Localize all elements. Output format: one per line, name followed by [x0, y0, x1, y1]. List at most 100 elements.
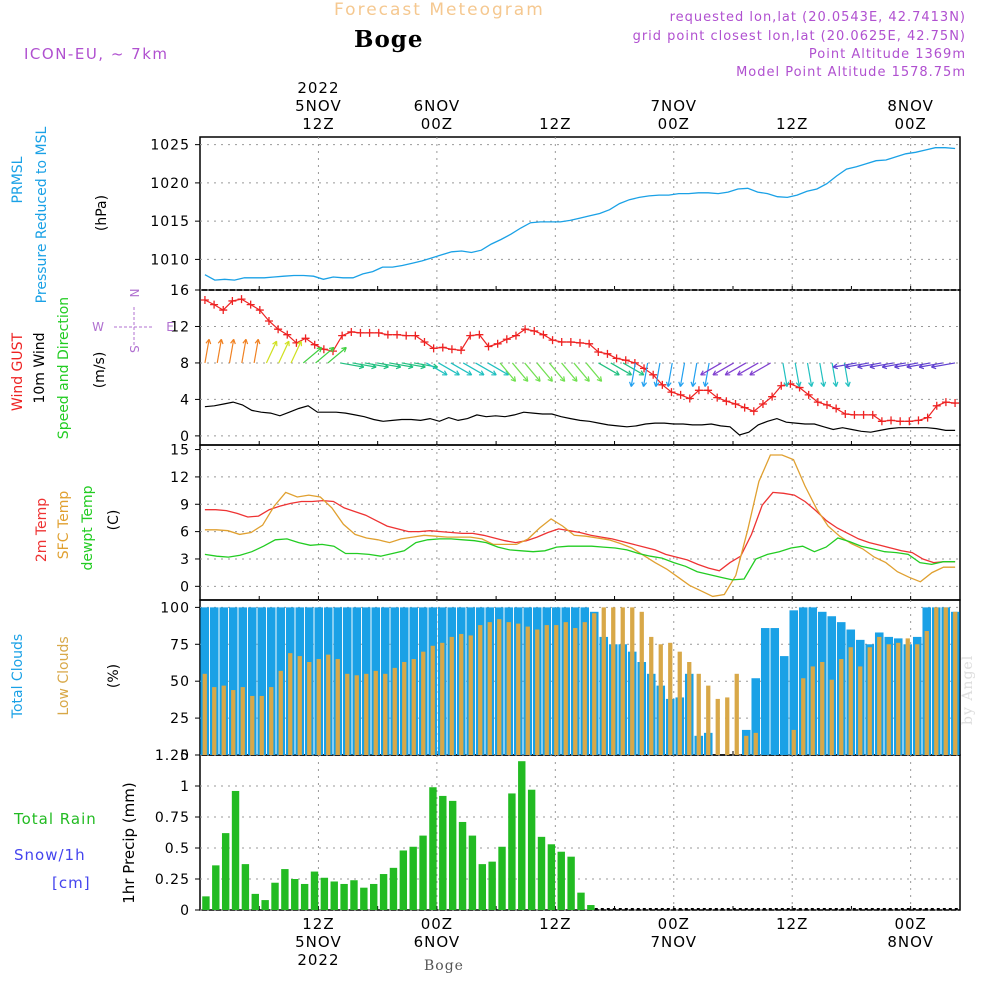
bar-low-clouds [307, 662, 312, 755]
bar-low-clouds [810, 666, 815, 755]
wind-arrow [700, 362, 722, 376]
wind-arrow [548, 362, 566, 382]
wind-arrow-shaft [749, 362, 771, 376]
tick-label-y: 1025 [150, 138, 190, 154]
wind-arrow-shaft [376, 362, 401, 368]
wind-arrow-head [795, 381, 802, 387]
tick-label-y: 9 [180, 497, 190, 513]
gust-marker [658, 380, 667, 389]
time-label-bottom: 12Z [539, 915, 571, 933]
wind-arrow-head [217, 338, 224, 345]
gust-marker [941, 398, 950, 407]
gust-marker [493, 339, 502, 348]
model-label: ICON-EU, ~ 7km [24, 45, 169, 63]
bar-low-clouds [744, 735, 749, 755]
wind-arrow-shaft [511, 362, 529, 382]
gust-marker [749, 407, 758, 416]
bar-total-clouds [751, 678, 761, 755]
wind-arrow-shaft [869, 362, 894, 368]
wind-arrow-head [678, 381, 684, 387]
wind-arrow [327, 346, 347, 364]
wind-arrow [749, 362, 771, 376]
wind-arrow-shaft [622, 362, 645, 376]
bar-total-clouds [209, 607, 219, 755]
wind-arrow-head [820, 381, 827, 387]
wind-arrow [690, 362, 698, 387]
wind-arrow-head [724, 370, 731, 376]
wind-arrow [610, 362, 633, 376]
time-label-bottom: 5NOV [295, 933, 342, 951]
wind-arrow-shaft [450, 362, 472, 376]
time-label-bottom: 12Z [302, 915, 334, 933]
gust-marker [210, 300, 219, 309]
compass-n: N [127, 289, 141, 298]
wind-arrow-shaft [352, 362, 377, 368]
bar-rain [508, 793, 516, 910]
gust-marker [868, 410, 877, 419]
gust-marker [896, 417, 905, 426]
gust-marker [850, 410, 859, 419]
wind-arrow [315, 346, 335, 364]
tick-label-y: 1015 [150, 214, 190, 230]
tick-label-y: 3 [180, 552, 190, 568]
wind-arrow [629, 362, 636, 387]
wind-arrow-shaft [712, 362, 735, 376]
gust-marker [951, 399, 960, 408]
wind-arrow-shaft [216, 339, 222, 364]
bar-rain [310, 871, 319, 910]
wind-arrow-head [328, 346, 335, 353]
wind-arrow-head [522, 376, 529, 382]
bar-rain [488, 861, 496, 910]
bar-low-clouds [582, 622, 587, 755]
wind-arrow-shaft [630, 362, 636, 387]
bar-low-clouds [858, 666, 863, 755]
gust-marker [255, 306, 264, 315]
bar-rain [527, 789, 536, 910]
wind-arrow-shaft [315, 347, 335, 364]
time-label-bottom: 6NOV [414, 933, 461, 951]
time-label-top: 12Z [776, 115, 808, 133]
gust-marker [694, 386, 703, 395]
time-label-top: 00Z [894, 115, 926, 133]
series-10m-wind [204, 401, 956, 436]
compass-w: W [92, 320, 104, 334]
bar-low-clouds [449, 636, 454, 755]
wind-arrow [819, 362, 827, 387]
gust-marker [731, 399, 740, 408]
wind-arrow-shaft [692, 362, 698, 387]
gust-marker [887, 416, 896, 425]
gust-marker [914, 416, 923, 425]
bar-low-clouds [278, 670, 283, 755]
gust-marker [905, 417, 914, 426]
panel-frame-pressure [199, 136, 961, 291]
gust-marker [447, 345, 456, 354]
bar-low-clouds [345, 673, 350, 755]
wind-arrow-shaft [389, 362, 414, 368]
bar-low-clouds [354, 675, 359, 755]
bar-low-clouds [934, 607, 939, 755]
wind-arrow-shaft [782, 362, 788, 387]
footer-location: Boge [424, 958, 464, 974]
bar-low-clouds [953, 611, 958, 755]
wind-arrow-head [626, 370, 633, 376]
wind-arrow-shaft [253, 339, 259, 364]
wind-arrow-shaft [655, 362, 661, 387]
wind-arrow-shaft [894, 362, 919, 368]
gust-marker [466, 331, 475, 340]
time-label-bottom: 12Z [776, 915, 808, 933]
wind-arrow-shaft [598, 362, 620, 376]
bar-low-clouds [886, 644, 891, 755]
bar-low-clouds [791, 729, 796, 755]
wind-arrow-head [272, 340, 278, 347]
bar-low-clouds [867, 647, 872, 755]
wind-arrow [857, 362, 882, 370]
bar-low-clouds [687, 662, 692, 755]
gust-marker [877, 417, 886, 426]
bar-low-clouds [459, 633, 464, 755]
bar-low-clouds [269, 687, 274, 755]
tick-label-y: 0 [180, 748, 190, 764]
gust-marker [411, 331, 420, 340]
bar-rain [251, 893, 259, 910]
wind-arrow-shaft [843, 362, 850, 387]
ylabel-dewpt: dewpt Temp [80, 485, 96, 570]
